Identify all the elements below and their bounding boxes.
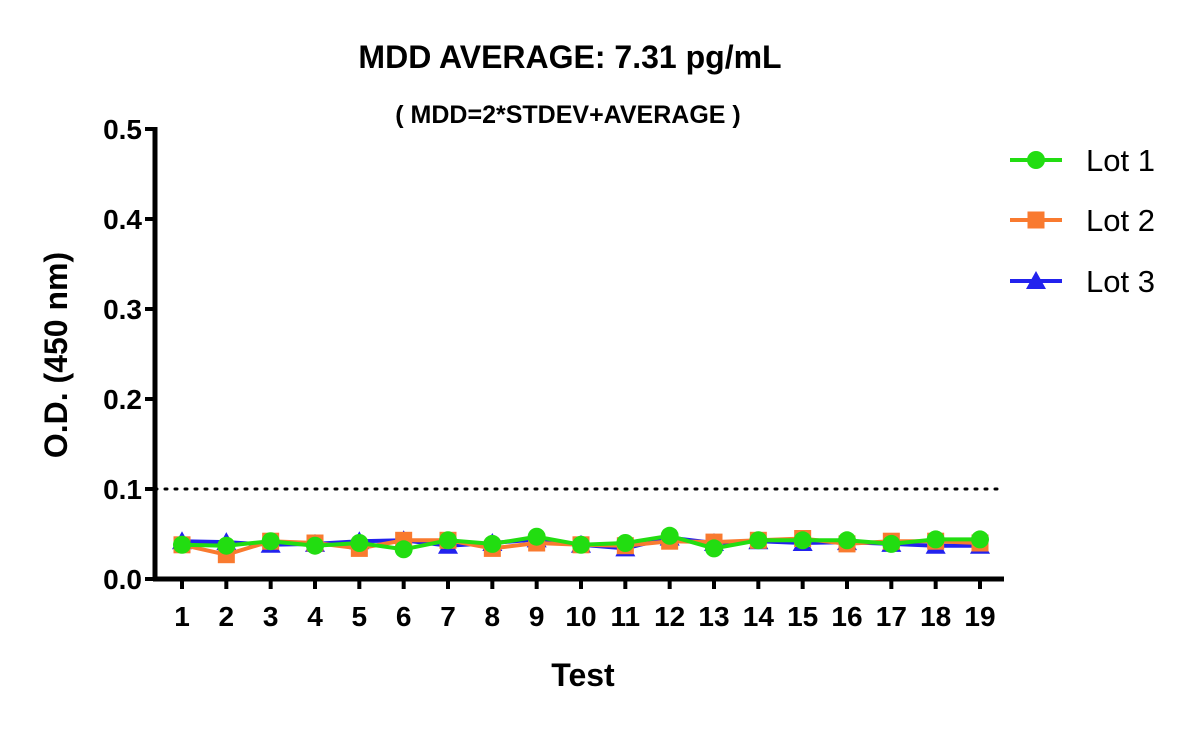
data-point-lot-1 bbox=[350, 534, 369, 552]
x-tick-label: 5 bbox=[352, 601, 368, 632]
data-point-lot-1 bbox=[838, 531, 856, 550]
data-point-lot-1 bbox=[439, 531, 457, 550]
x-tick-label: 9 bbox=[529, 601, 545, 632]
x-tick-label: 6 bbox=[396, 601, 412, 632]
data-point-lot-1 bbox=[971, 530, 989, 549]
legend-marker-lot-3 bbox=[1026, 271, 1046, 289]
legend: Lot 1 Lot 2 Lot 3 bbox=[1010, 143, 1155, 299]
x-tick-label: 1 bbox=[174, 601, 190, 632]
data-point-lot-1 bbox=[572, 535, 590, 554]
x-tick-label: 19 bbox=[964, 601, 995, 632]
data-point-lot-1 bbox=[616, 534, 635, 552]
y-tick-label: 0.3 bbox=[103, 294, 142, 325]
x-tick-label: 4 bbox=[307, 601, 323, 632]
data-point-lot-1 bbox=[306, 536, 324, 555]
y-tick-label: 0.1 bbox=[103, 474, 142, 505]
x-tick-label: 2 bbox=[219, 601, 235, 632]
data-point-lot-1 bbox=[882, 534, 901, 553]
data-point-lot-1 bbox=[793, 531, 812, 550]
legend-label-lot-2: Lot 2 bbox=[1086, 203, 1155, 238]
x-axis-label: Test bbox=[551, 657, 615, 693]
x-tick-label: 16 bbox=[831, 601, 862, 632]
y-tick-label: 0.2 bbox=[103, 384, 142, 415]
y-tick-label: 0.5 bbox=[103, 114, 142, 145]
x-tick-label: 7 bbox=[440, 601, 456, 632]
x-tick-label: 17 bbox=[876, 601, 907, 632]
data-point-lot-1 bbox=[217, 536, 236, 555]
x-tick-label: 14 bbox=[743, 601, 775, 632]
y-tick-label: 0.4 bbox=[103, 204, 142, 235]
x-tick-label: 18 bbox=[920, 601, 951, 632]
y-axis-label: O.D. (450 nm) bbox=[38, 252, 74, 458]
x-tick-label: 11 bbox=[611, 601, 641, 632]
data-point-lot-1 bbox=[705, 539, 723, 558]
data-point-lot-1 bbox=[173, 535, 191, 554]
data-point-lot-1 bbox=[483, 534, 502, 553]
data-point-lot-1 bbox=[660, 526, 679, 545]
legend-label-lot-1: Lot 1 bbox=[1086, 143, 1155, 178]
x-tick-label: 3 bbox=[263, 601, 279, 632]
data-point-lot-1 bbox=[527, 527, 546, 546]
x-tick-label: 12 bbox=[654, 601, 685, 632]
x-tick-label: 8 bbox=[485, 601, 501, 632]
legend-marker-lot-2 bbox=[1027, 211, 1045, 229]
chart-title: MDD AVERAGE: 7.31 pg/mL bbox=[358, 39, 781, 75]
data-point-lot-1 bbox=[926, 530, 945, 549]
y-tick-label: 0.0 bbox=[103, 564, 142, 595]
x-tick-label: 15 bbox=[787, 601, 818, 632]
data-point-lot-1 bbox=[394, 540, 413, 559]
data-point-lot-1 bbox=[749, 531, 768, 550]
x-tick-label: 10 bbox=[565, 601, 596, 632]
x-tick-label: 13 bbox=[698, 601, 729, 632]
legend-label-lot-3: Lot 3 bbox=[1086, 264, 1155, 299]
plot-area: 0.00.10.20.30.40.51 2 3 4 5 6 7 8 9 10 11 12 13 14 15 1… bbox=[103, 114, 1006, 632]
data-point-lot-1 bbox=[261, 532, 280, 551]
legend-marker-lot-1 bbox=[1027, 151, 1045, 169]
chart-subtitle: ( MDD=2*STDEV+AVERAGE ) bbox=[395, 101, 740, 129]
